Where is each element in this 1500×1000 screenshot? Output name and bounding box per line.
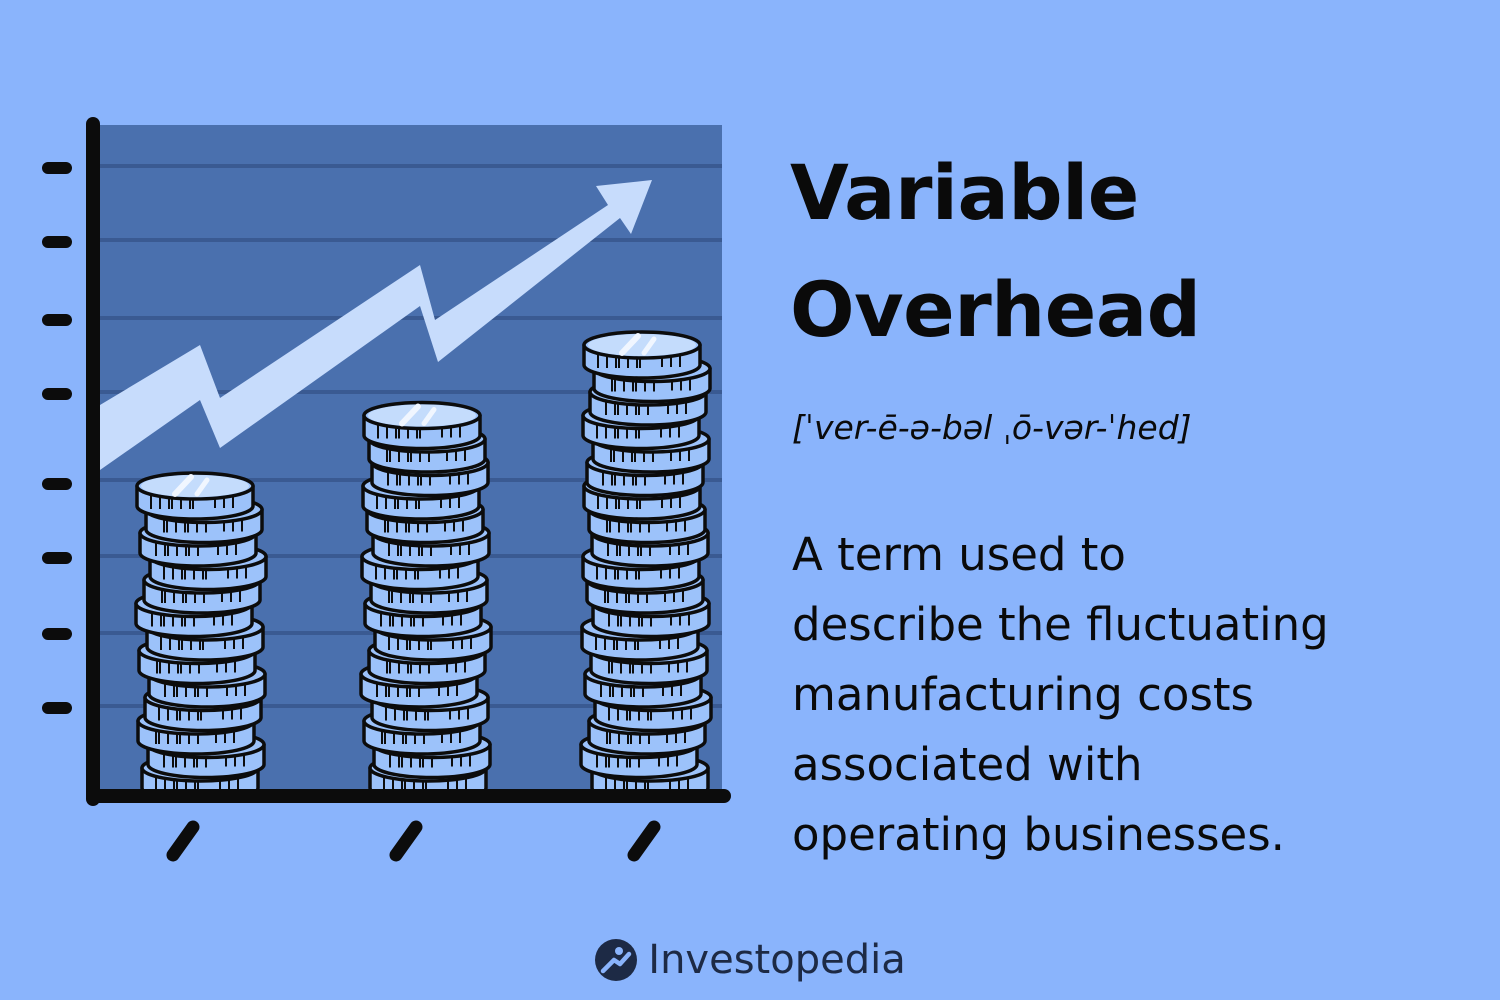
x-tick-1 bbox=[166, 820, 200, 862]
definition: A term used to describe the fluctuating … bbox=[792, 520, 1482, 870]
definition-line-3: manufacturing costs bbox=[792, 668, 1254, 721]
coin-stack-3-coin-19 bbox=[582, 330, 702, 380]
x-axis-ticks bbox=[166, 820, 661, 862]
pronunciation: [ˈver-ē-ə-bəl ˌō-vər-ˈhed] bbox=[792, 408, 1192, 447]
title-line-1: Variable bbox=[790, 148, 1139, 237]
title-line-2: Overhead bbox=[790, 265, 1201, 354]
trend-up-arrow-icon bbox=[100, 180, 652, 470]
coin-stack-1 bbox=[134, 471, 268, 803]
definition-line-2: describe the fluctuating bbox=[792, 598, 1329, 651]
definition-line-5: operating businesses. bbox=[792, 808, 1285, 861]
coin-stack-chart-illustration bbox=[42, 117, 731, 862]
coin-stack-2-coin-16 bbox=[362, 400, 482, 451]
investopedia-logo-icon bbox=[595, 939, 638, 981]
coin-stack-1-coin-13 bbox=[135, 471, 255, 521]
definition-line-4: associated with bbox=[792, 738, 1143, 791]
coin-stack-2 bbox=[359, 400, 493, 803]
y-axis-ticks bbox=[42, 162, 72, 714]
brand-footer: Investopedia bbox=[0, 930, 1500, 990]
brand-name: Investopedia bbox=[648, 937, 906, 983]
definition-line-1: A term used to bbox=[792, 528, 1126, 581]
x-tick-3 bbox=[627, 820, 661, 862]
coin-stack-3 bbox=[579, 330, 713, 803]
x-tick-2 bbox=[389, 820, 423, 862]
chart-axes bbox=[86, 117, 731, 806]
